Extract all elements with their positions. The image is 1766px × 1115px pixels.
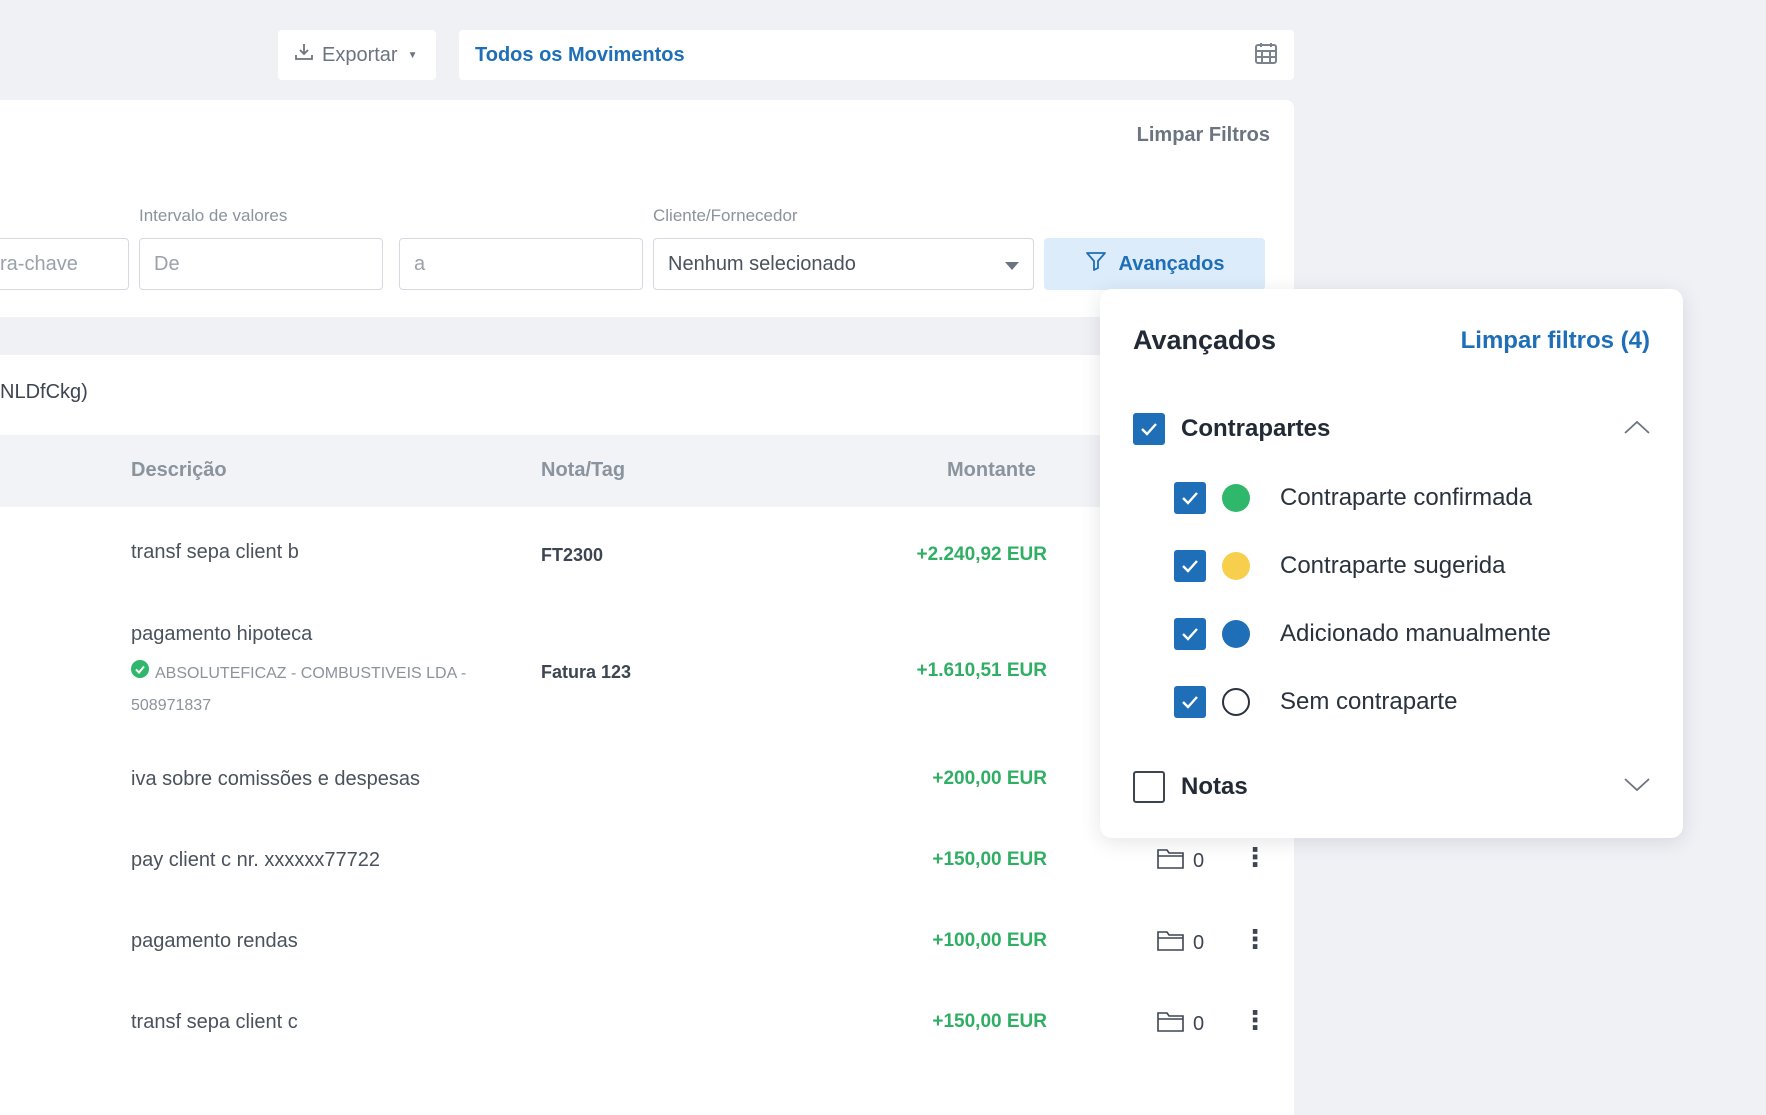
caret-down-icon [1005,253,1019,276]
group-label: Notas [1181,773,1248,800]
row-description: pay client c nr. xxxxxx77722 [131,849,381,871]
advanced-filters-button[interactable]: Avançados [1044,238,1265,290]
value-from-input[interactable]: De [139,238,383,290]
filter-icon [1085,250,1107,278]
option-confirmed[interactable]: Contraparte confirmada [1174,482,1532,514]
header-note-tag[interactable]: Nota/Tag [541,459,626,481]
row-description: transf sepa client c [131,1011,298,1033]
header-amount[interactable]: Montante [947,459,1036,481]
check-circle-icon [131,658,149,690]
row-amount: +200,00 EUR [932,768,1047,789]
folder-icon [1157,929,1185,957]
folder-icon [1157,847,1185,875]
group-counterparts[interactable]: Contrapartes [1133,413,1650,445]
counterparty-value: Nenhum selecionado [668,252,856,275]
blue-dot-icon [1222,620,1250,648]
clear-filters-link[interactable]: Limpar Filtros [1136,124,1270,146]
row-description: pagamento rendas [131,930,298,952]
row-description: transf sepa client b [131,541,299,563]
export-label: Exportar [322,43,398,66]
attachment-count: 0 [1193,1012,1205,1035]
clear-advanced-filters-link[interactable]: Limpar filtros (4) [1460,327,1650,354]
row-amount: +2.240,92 EUR [916,544,1047,565]
keyword-input[interactable]: ra-chave [0,238,129,290]
folder-icon [1157,1010,1185,1038]
account-name: NLDfCkg) [0,381,88,403]
header-description[interactable]: Descrição [131,459,227,481]
option-label: Adicionado manualmente [1280,620,1551,647]
checkbox-notes[interactable] [1133,771,1165,803]
row-tag: Fatura 123 [541,662,632,682]
green-dot-icon [1222,484,1250,512]
checkbox-confirmed[interactable] [1174,482,1206,514]
attachment-count: 0 [1193,931,1205,954]
value-to-input[interactable]: a [399,238,643,290]
option-manual[interactable]: Adicionado manualmente [1174,618,1551,650]
advanced-label: Avançados [1118,252,1225,275]
transactions-table: NLDfCkg) Descrição Nota/Tag Montante tra… [0,355,1294,1115]
more-vertical-icon[interactable]: ⋮ [1242,924,1268,954]
row-amount: +150,00 EUR [932,1011,1047,1032]
value-range-label: Intervalo de valores [139,206,288,225]
popover-title: Avançados [1133,325,1277,355]
calendar-icon[interactable] [1254,41,1278,70]
row-description: iva sobre comissões e despesas [131,768,421,790]
row-description: pagamento hipoteca [131,623,313,645]
option-label: Contraparte sugerida [1280,552,1506,579]
more-vertical-icon[interactable]: ⋮ [1242,842,1268,872]
group-label: Contrapartes [1181,415,1331,442]
chevron-up-icon[interactable] [1624,420,1650,439]
row-amount: +150,00 EUR [932,849,1047,870]
checkbox-manual[interactable] [1174,618,1206,650]
chevron-down-icon[interactable] [1624,777,1650,797]
option-label: Sem contraparte [1280,688,1458,715]
filter-panel: Limpar Filtros ra-chave Intervalo de val… [0,100,1294,317]
row-attachments[interactable]: 0 [1157,1010,1204,1038]
more-vertical-icon[interactable]: ⋮ [1242,1005,1268,1035]
option-none[interactable]: Sem contraparte [1174,686,1457,718]
period-label: Todos os Movimentos [475,43,685,66]
counterparty-name: ABSOLUTEFICAZ - COMBUSTIVEIS LDA - [155,665,467,682]
row-attachments[interactable]: 0 [1157,847,1204,875]
row-tag: FT2300 [541,545,604,565]
yellow-dot-icon [1222,552,1250,580]
keyword-placeholder: ra-chave [0,252,78,275]
checkbox-suggested[interactable] [1174,550,1206,582]
row-amount: +1.610,51 EUR [916,660,1047,681]
counterparty-label: Cliente/Fornecedor [653,206,798,225]
group-notes[interactable]: Notas [1133,771,1650,803]
counterparty-select[interactable]: Nenhum selecionado [653,238,1034,290]
row-attachments[interactable]: 0 [1157,929,1204,957]
download-icon [294,42,314,68]
advanced-filters-popover: Avançados Limpar filtros (4) Contraparte… [1100,289,1683,838]
counterparty-nif: 508971837 [131,697,212,714]
period-selector[interactable]: Todos os Movimentos [459,30,1294,80]
option-label: Contraparte confirmada [1280,484,1533,511]
attachment-count: 0 [1193,849,1205,872]
option-suggested[interactable]: Contraparte sugerida [1174,550,1505,582]
row-amount: +100,00 EUR [932,930,1047,951]
from-placeholder: De [154,252,180,275]
empty-circle-icon [1222,688,1250,716]
to-placeholder: a [414,252,426,275]
checkbox-counterparts[interactable] [1133,413,1165,445]
table-header: Descrição Nota/Tag Montante [0,435,1294,507]
chevron-down-icon: ▼ [407,49,418,61]
export-button[interactable]: Exportar ▼ [278,30,436,80]
row-counterparty[interactable]: ABSOLUTEFICAZ - COMBUSTIVEIS LDA - [131,658,466,690]
checkbox-none[interactable] [1174,686,1206,718]
